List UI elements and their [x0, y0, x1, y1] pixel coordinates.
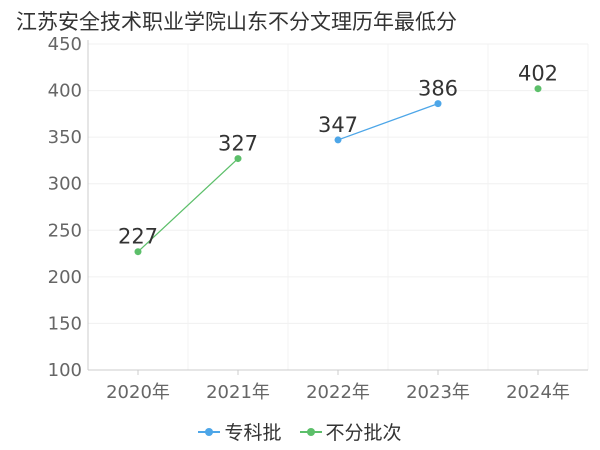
axes: [87, 40, 588, 375]
y-tick-label: 400: [48, 81, 82, 102]
x-tick-label: 2022年: [306, 382, 370, 403]
x-tick-labels: 2020年 2021年 2022年 2023年 2024年: [106, 382, 570, 403]
chart-title: 江苏安全技术职业学院山东不分文理历年最低分: [16, 10, 457, 34]
data-label: 327: [218, 132, 258, 156]
legend-item-zhuanke[interactable]: 专科批: [198, 418, 281, 445]
data-point[interactable]: [134, 248, 142, 256]
x-tick-label: 2020年: [106, 382, 170, 403]
grid-lines: [87, 43, 589, 371]
legend-marker-zhuanke: [198, 427, 221, 437]
y-tick-label: 150: [48, 313, 82, 334]
legend-label-zhuanke: 专科批: [224, 422, 282, 444]
y-tick-label: 250: [48, 220, 82, 241]
series-lines: [134, 85, 542, 256]
data-label: 386: [418, 77, 458, 101]
x-tick-label: 2024年: [506, 382, 570, 403]
series-line-segment: [337, 103, 439, 141]
legend-item-bufen[interactable]: 不分批次: [299, 418, 402, 445]
data-point[interactable]: [434, 100, 442, 108]
series-line-segment: [137, 158, 239, 253]
y-tick-label: 200: [48, 267, 82, 288]
y-tick-label: 100: [48, 360, 82, 381]
legend: 专科批 不分批次: [0, 418, 600, 445]
data-label: 227: [118, 225, 158, 249]
x-tick-label: 2021年: [206, 382, 270, 403]
x-tick-label: 2023年: [406, 382, 470, 403]
data-label: 347: [318, 113, 358, 137]
data-point[interactable]: [334, 136, 342, 144]
legend-label-bufen: 不分批次: [325, 422, 402, 444]
y-tick-label: 300: [48, 174, 82, 195]
data-label: 402: [518, 62, 558, 86]
y-tick-labels: 100 150 200 250 300 350 400 450: [48, 34, 82, 381]
data-point[interactable]: [234, 155, 242, 163]
data-labels: 347 386 227 327 402: [118, 62, 558, 249]
data-point[interactable]: [534, 85, 542, 93]
y-tick-label: 450: [48, 34, 82, 55]
legend-marker-bufen: [299, 427, 322, 437]
y-tick-label: 350: [48, 127, 82, 148]
